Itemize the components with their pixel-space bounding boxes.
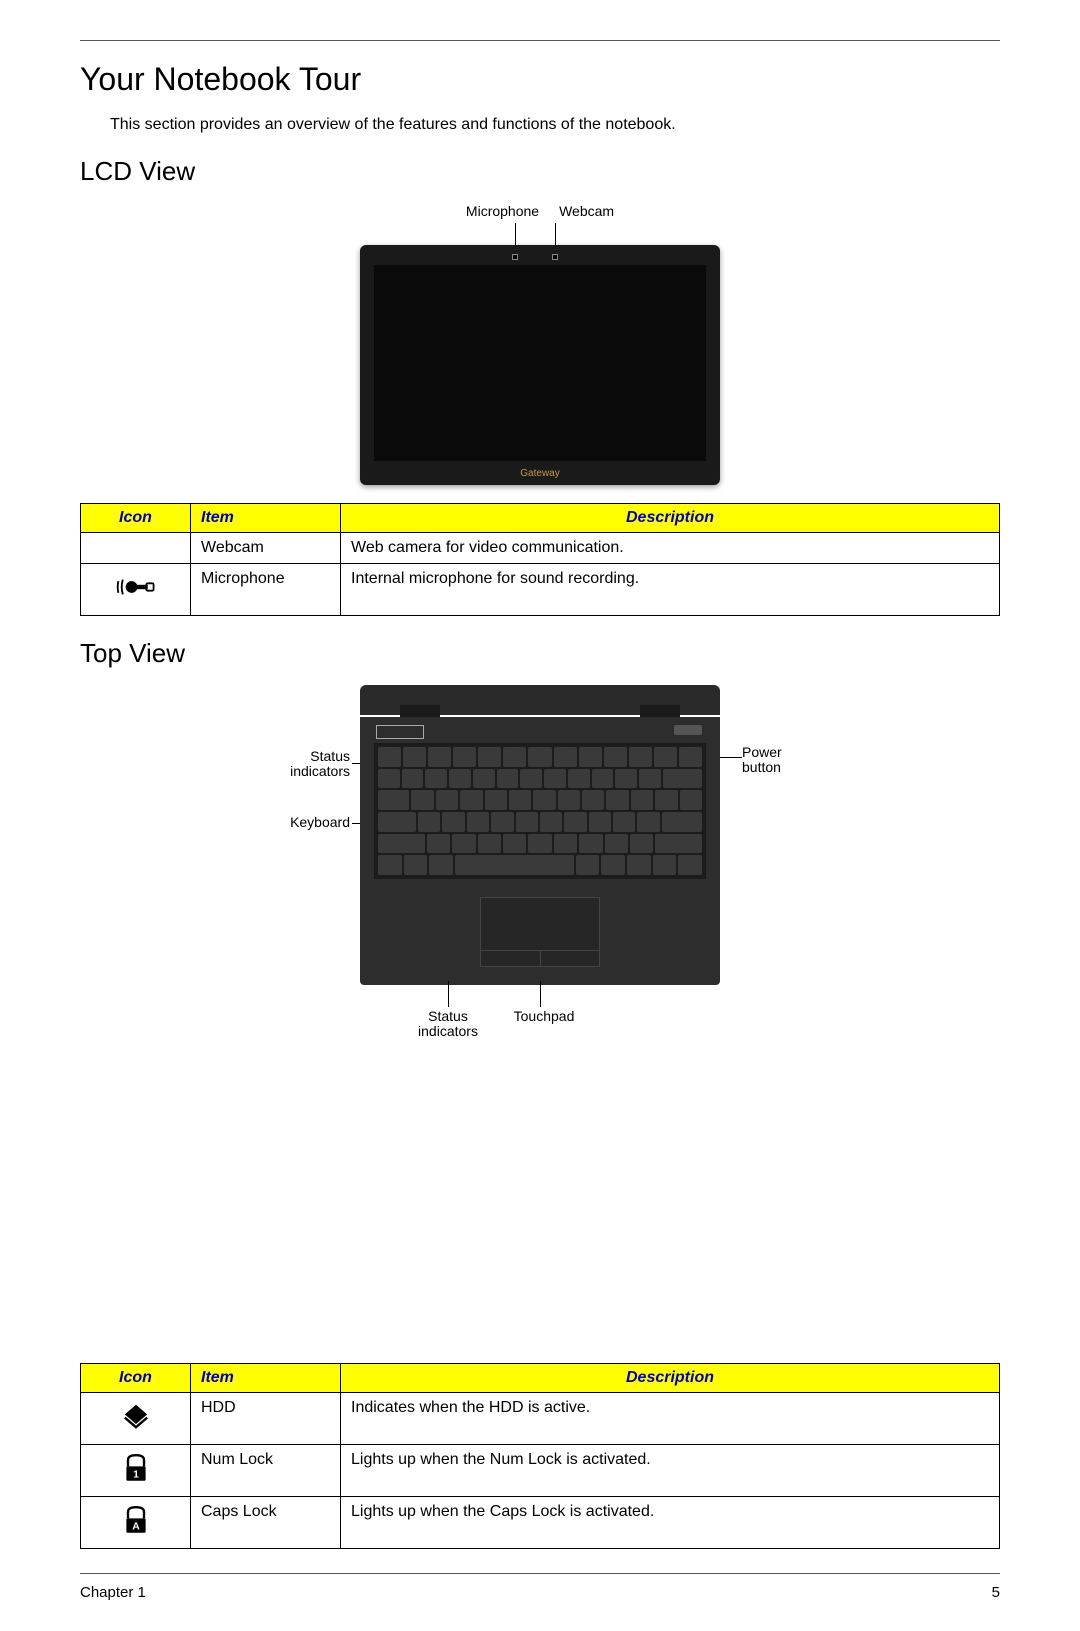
top-view-heading: Top View	[80, 638, 1000, 669]
lcd-feature-table: Icon Item Description Webcam Web camera …	[80, 503, 1000, 616]
chapter-label: Chapter 1	[80, 1584, 146, 1601]
status-indicators-bottom-label: Statusindicators	[418, 1008, 478, 1039]
page-number: 5	[992, 1584, 1000, 1601]
th-icon: Icon	[81, 504, 191, 533]
top-feature-table: Icon Item Description HDD Indicates when…	[80, 1363, 1000, 1549]
svg-text:A: A	[132, 1522, 140, 1533]
svg-text:1: 1	[133, 1470, 139, 1481]
numlock-icon: 1	[114, 1452, 158, 1484]
lcd-diagram: Microphone Webcam Gateway	[80, 203, 1000, 485]
th-description: Description	[341, 504, 1000, 533]
top-diagram: Statusindicators Keyboard Powerbutton	[80, 685, 1000, 1345]
webcam-label: Webcam	[559, 203, 614, 219]
touchpad-label: Touchpad	[514, 1008, 575, 1024]
table-row: 1 Num Lock Lights up when the Num Lock i…	[81, 1445, 1000, 1497]
th-description: Description	[341, 1364, 1000, 1393]
power-button-label: Powerbutton	[742, 744, 782, 775]
table-row: Microphone Internal microphone for sound…	[81, 564, 1000, 616]
table-row: A Caps Lock Lights up when the Caps Lock…	[81, 1497, 1000, 1549]
intro-text: This section provides an overview of the…	[80, 116, 1000, 134]
capslock-icon: A	[114, 1504, 158, 1536]
th-item: Item	[191, 1364, 341, 1393]
table-row: Webcam Web camera for video communicatio…	[81, 533, 1000, 564]
lcd-view-heading: LCD View	[80, 156, 1000, 187]
th-item: Item	[191, 504, 341, 533]
hdd-icon	[114, 1400, 158, 1432]
keyboard-label: Keyboard	[290, 814, 350, 830]
page-title: Your Notebook Tour	[80, 61, 1000, 98]
table-row: HDD Indicates when the HDD is active.	[81, 1393, 1000, 1445]
th-icon: Icon	[81, 1364, 191, 1393]
status-indicators-top-label: Statusindicators	[290, 748, 350, 779]
microphone-icon	[114, 571, 158, 603]
brand-label: Gateway	[360, 468, 720, 479]
microphone-label: Microphone	[466, 203, 539, 219]
